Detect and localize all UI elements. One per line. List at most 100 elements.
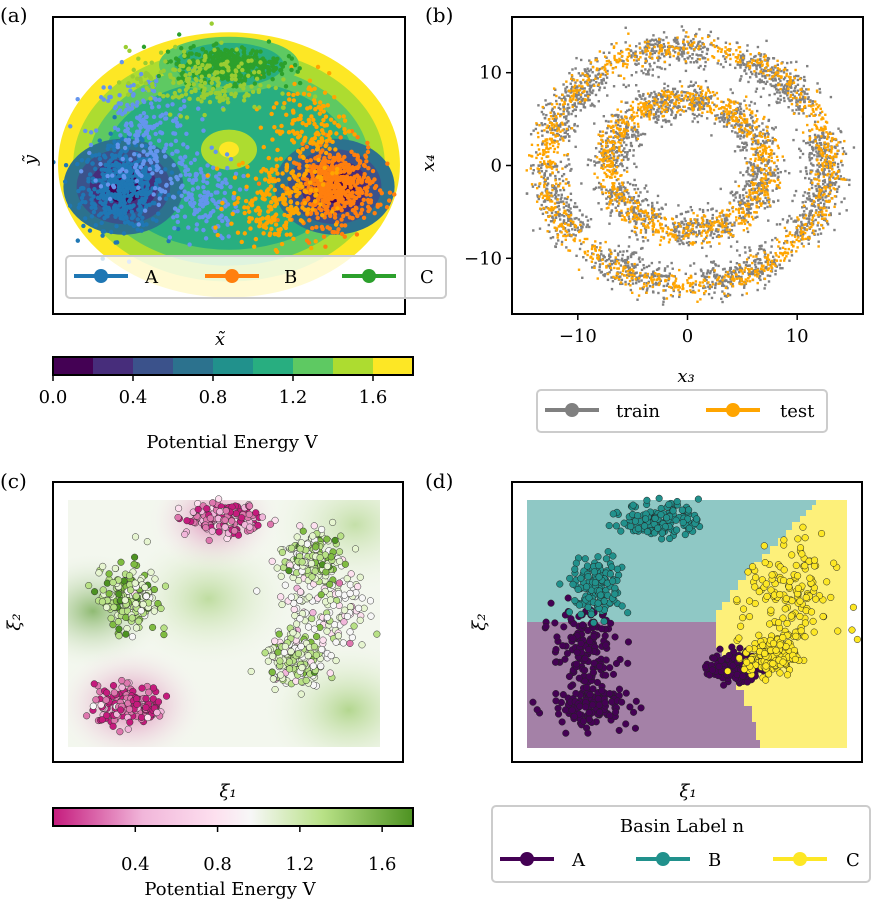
data-point (178, 79, 184, 85)
data-point (107, 207, 112, 212)
data-point (782, 96, 786, 100)
data-point (352, 174, 357, 180)
data-point (704, 286, 707, 289)
data-point (742, 261, 746, 264)
data-point (210, 165, 216, 170)
data-point (550, 109, 554, 112)
data-point (368, 192, 373, 198)
data-point (153, 153, 158, 158)
data-point (663, 267, 667, 270)
data-point (808, 214, 811, 218)
data-point (118, 133, 123, 138)
data-point (594, 74, 597, 77)
data-point (179, 193, 184, 198)
data-point (314, 147, 320, 152)
data-point (93, 153, 99, 158)
data-point (88, 142, 94, 148)
data-point (223, 47, 228, 53)
data-point (800, 223, 803, 226)
data-point (606, 264, 610, 267)
data-point (565, 129, 568, 132)
data-point (793, 234, 797, 237)
data-point (114, 179, 119, 185)
data-point (768, 93, 771, 97)
data-point (682, 29, 685, 32)
colorbar-segment (253, 357, 294, 375)
data-point (261, 231, 266, 236)
data-point (736, 106, 739, 110)
data-point (646, 287, 649, 290)
data-point (666, 45, 670, 49)
data-point (761, 139, 765, 143)
data-point (808, 212, 811, 215)
data-point (101, 85, 106, 90)
data-point (179, 45, 184, 51)
data-point (721, 268, 725, 271)
data-point (607, 257, 611, 261)
data-point (601, 192, 605, 196)
data-point (663, 67, 667, 71)
data-point (779, 170, 782, 174)
data-point (615, 274, 618, 278)
data-point (763, 69, 766, 73)
data-point (754, 153, 757, 157)
data-point (617, 244, 620, 248)
data-point (156, 104, 162, 109)
data-point (624, 26, 627, 29)
data-point (296, 172, 302, 178)
data-point (703, 56, 707, 60)
data-point (327, 167, 333, 173)
data-point (775, 265, 779, 268)
data-point (848, 178, 851, 182)
data-point (786, 94, 789, 97)
data-point (291, 160, 297, 165)
data-point (215, 183, 220, 188)
data-point (696, 44, 699, 47)
data-point (639, 213, 642, 216)
data-point (706, 47, 709, 51)
data-point (550, 191, 553, 195)
data-point (833, 228, 836, 232)
data-point (540, 170, 544, 173)
data-point (115, 144, 121, 150)
data-point (778, 223, 782, 226)
data-point (759, 278, 762, 282)
data-point (246, 73, 251, 79)
data-point (193, 171, 199, 177)
data-point (754, 73, 757, 77)
data-point (138, 71, 144, 77)
data-point (333, 202, 338, 207)
data-point (818, 165, 821, 168)
data-point (612, 136, 615, 139)
data-point (364, 192, 369, 197)
data-point (673, 51, 677, 54)
data-point (801, 233, 805, 236)
data-point (553, 187, 556, 191)
data-point (615, 258, 618, 262)
data-point (588, 93, 591, 97)
data-point (300, 121, 305, 126)
data-point (805, 172, 809, 176)
data-point (772, 84, 776, 88)
data-point (236, 162, 242, 168)
data-point (313, 156, 318, 161)
legend-b-marker (225, 269, 239, 283)
data-point (671, 111, 674, 114)
data-point (557, 194, 560, 197)
data-point (759, 95, 763, 99)
data-point (157, 97, 162, 103)
data-point (844, 152, 848, 156)
data-point (149, 60, 154, 65)
data-point (658, 56, 662, 60)
data-point (783, 76, 787, 79)
data-point (270, 137, 275, 142)
data-point (182, 104, 187, 109)
data-point (644, 57, 647, 61)
data-point (703, 275, 706, 278)
data-point (117, 93, 122, 98)
data-point (795, 108, 798, 112)
data-point (565, 164, 569, 167)
data-point (608, 222, 611, 225)
data-point (562, 135, 565, 139)
data-point (636, 187, 640, 191)
